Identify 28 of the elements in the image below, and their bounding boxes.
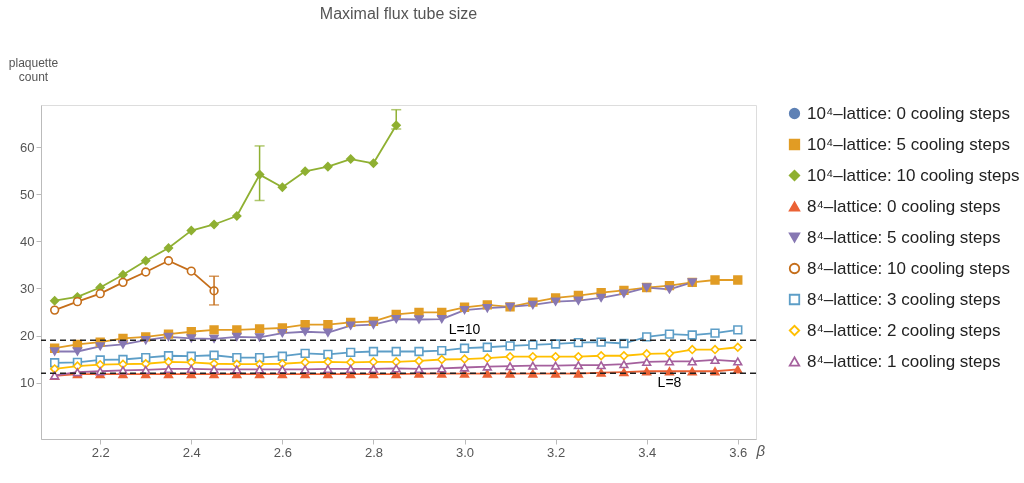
annotation: L=10 bbox=[448, 321, 481, 338]
y-tick-label: 60 bbox=[20, 139, 35, 155]
legend-label: 8⁴–lattice: 10 cooling steps bbox=[807, 258, 1010, 278]
legend-label: 8⁴–lattice: 1 cooling steps bbox=[807, 351, 1001, 371]
legend-label: 10⁴–lattice: 5 cooling steps bbox=[807, 134, 1010, 154]
legend-label: 8⁴–lattice: 2 cooling steps bbox=[807, 320, 1001, 340]
x-tick-label: 3.2 bbox=[547, 444, 566, 460]
annotation: L=8 bbox=[657, 374, 682, 391]
y-tick-label: 40 bbox=[20, 233, 35, 249]
y-axis-title: plaquette count bbox=[8, 55, 59, 84]
x-tick-label: 3.4 bbox=[638, 444, 657, 460]
x-tick-label: 2.6 bbox=[273, 444, 292, 460]
legend-label: 8⁴–lattice: 0 cooling steps bbox=[807, 196, 1001, 216]
x-axis-title: β bbox=[755, 441, 766, 459]
x-tick-label: 3.6 bbox=[729, 444, 748, 460]
y-tick-label: 50 bbox=[20, 186, 35, 202]
y-tick-label: 30 bbox=[20, 280, 35, 296]
x-tick-label: 2.4 bbox=[182, 444, 201, 460]
x-tick-label: 2.8 bbox=[364, 444, 383, 460]
legend-label: 10⁴–lattice: 10 cooling steps bbox=[807, 165, 1020, 185]
legend-label: 8⁴–lattice: 3 cooling steps bbox=[807, 289, 1001, 309]
x-tick-label: 3.0 bbox=[456, 444, 475, 460]
x-tick-label: 2.2 bbox=[91, 444, 110, 460]
y-tick-label: 10 bbox=[20, 375, 35, 391]
legend-label: 10⁴–lattice: 0 cooling steps bbox=[807, 103, 1010, 123]
y-tick-label: 20 bbox=[20, 328, 35, 344]
legend-label: 8⁴–lattice: 5 cooling steps bbox=[807, 227, 1001, 247]
chart-title: Maximal flux tube size bbox=[319, 5, 478, 22]
